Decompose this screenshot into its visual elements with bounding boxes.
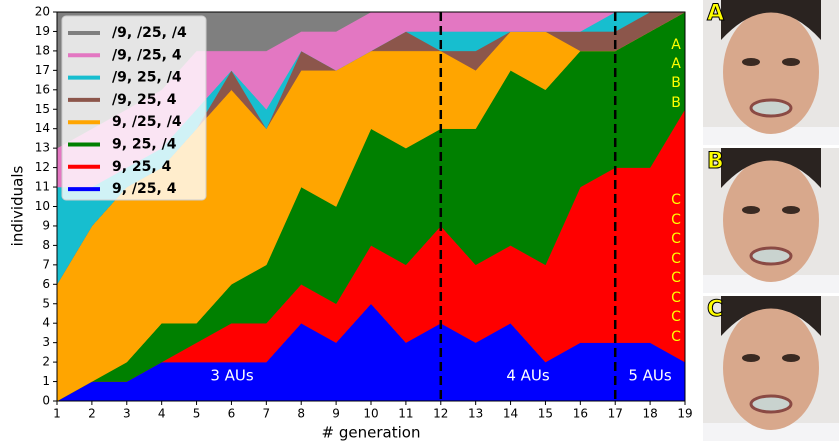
side-label: C (671, 251, 681, 267)
side-label: C (671, 270, 681, 286)
y-tick-label: 14 (35, 121, 50, 135)
y-tick-label: 3 (42, 335, 50, 349)
eye (742, 354, 760, 362)
mouth (751, 248, 791, 264)
annotation: 4 AUs (506, 367, 550, 385)
x-tick-label: 7 (263, 407, 271, 421)
faces: A B C (703, 0, 839, 441)
x-tick-label: 1 (53, 407, 61, 421)
x-tick-label: 11 (398, 407, 413, 421)
side-label: C (671, 212, 681, 228)
x-tick-label: 9 (332, 407, 340, 421)
eye (742, 206, 760, 214)
legend-label: /9, /25, /4 (112, 25, 187, 41)
y-tick-label: 11 (35, 180, 50, 194)
side-label: A (671, 56, 681, 72)
x-tick-label: 2 (88, 407, 96, 421)
x-tick-label: 12 (433, 407, 448, 421)
x-tick-label: 5 (193, 407, 201, 421)
annotation: 5 AUs (628, 367, 672, 385)
x-tick-label: 16 (573, 407, 588, 421)
x-tick-label: 3 (123, 407, 131, 421)
y-tick-label: 7 (42, 257, 50, 271)
x-tick-label: 8 (297, 407, 305, 421)
legend-label: 9, 25, /4 (112, 137, 177, 153)
mouth (751, 100, 791, 116)
y-tick-label: 15 (35, 102, 50, 116)
legend: /9, /25, /4/9, /25, 4/9, 25, /4/9, 25, 4… (62, 16, 206, 200)
x-tick-label: 17 (608, 407, 623, 421)
mouth (751, 396, 791, 412)
x-axis-label: # generation (322, 424, 421, 441)
panel-label: C (707, 297, 723, 322)
y-tick-label: 16 (35, 82, 50, 96)
y-tick-label: 18 (35, 43, 50, 57)
y-tick-label: 10 (35, 199, 50, 213)
y-tick-label: 0 (42, 394, 50, 408)
y-tick-label: 6 (42, 277, 50, 291)
x-tick-label: 18 (642, 407, 657, 421)
y-tick-label: 5 (42, 296, 50, 310)
side-label: B (671, 95, 681, 111)
side-label: C (671, 309, 681, 325)
x-tick-label: 13 (468, 407, 483, 421)
x-tick-label: 15 (538, 407, 553, 421)
y-tick-label: 4 (42, 316, 50, 330)
y-axis-label: individuals (9, 166, 27, 247)
legend-label: 9, /25, /4 (112, 114, 182, 130)
eye (742, 58, 760, 66)
panel-label: B (707, 149, 724, 174)
y-tick-label: 8 (42, 238, 50, 252)
x-tick-label: 14 (503, 407, 518, 421)
legend-label: 9, 25, 4 (112, 159, 172, 175)
y-tick-label: 19 (35, 24, 50, 38)
legend-label: /9, /25, 4 (112, 47, 182, 63)
y-tick-label: 9 (42, 218, 50, 232)
legend-label: /9, 25, /4 (112, 70, 182, 86)
y-tick-label: 13 (35, 141, 50, 155)
x-tick-label: 19 (677, 407, 692, 421)
y-tick-label: 1 (42, 374, 50, 388)
y-tick-label: 2 (42, 355, 50, 369)
x-tick-label: 10 (363, 407, 378, 421)
y-tick-label: 17 (35, 63, 50, 77)
x-tick-label: 6 (228, 407, 236, 421)
side-label: C (671, 329, 681, 345)
legend-label: 9, /25, 4 (112, 181, 177, 197)
y-tick-label: 12 (35, 160, 50, 174)
eye (782, 206, 800, 214)
eye (782, 58, 800, 66)
eye (782, 354, 800, 362)
y-tick-label: 20 (35, 5, 50, 19)
side-label: C (671, 290, 681, 306)
annotation: 3 AUs (210, 367, 254, 385)
chart: ABC individuals # generation 01234567891… (0, 0, 839, 441)
legend-label: /9, 25, 4 (112, 92, 177, 108)
panel-label: A (707, 1, 724, 26)
side-label: C (671, 231, 681, 247)
x-tick-label: 4 (158, 407, 166, 421)
page: ABC individuals # generation 01234567891… (0, 0, 839, 441)
side-label: B (671, 75, 681, 91)
side-label: A (671, 37, 681, 53)
side-label: C (671, 192, 681, 208)
